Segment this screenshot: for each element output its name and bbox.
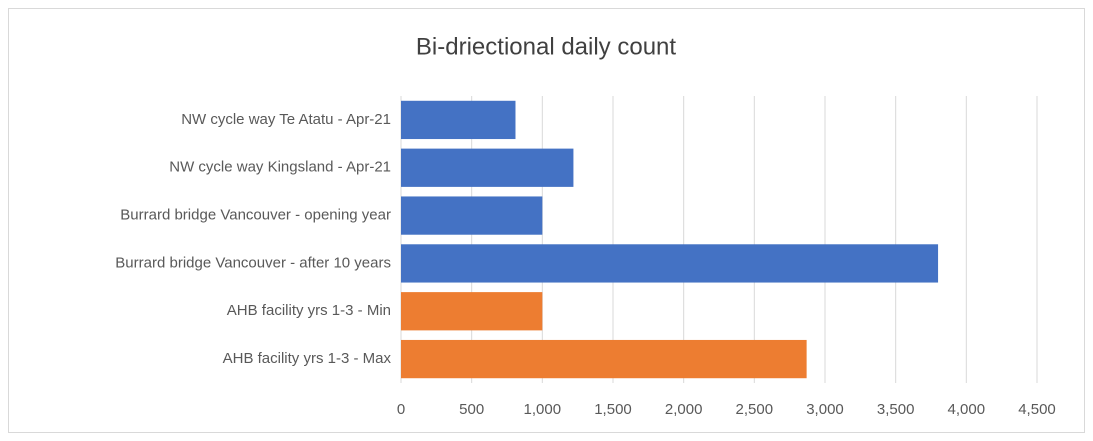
x-tick-label: 4,500 — [1018, 401, 1056, 418]
x-tick-label: 0 — [397, 401, 405, 418]
x-tick-label: 1,500 — [594, 401, 632, 418]
chart-title: Bi-driectional daily count — [416, 33, 676, 60]
x-tick-label: 1,000 — [524, 401, 562, 418]
x-tick-label: 2,000 — [665, 401, 703, 418]
y-tick-label: Burrard bridge Vancouver - opening year — [120, 207, 391, 224]
y-tick-label: Burrard bridge Vancouver - after 10 year… — [115, 254, 391, 271]
x-tick-label: 2,500 — [736, 401, 774, 418]
bar — [401, 100, 516, 140]
y-tick-label: AHB facility yrs 1-3 - Max — [223, 350, 392, 367]
y-tick-label: AHB facility yrs 1-3 - Min — [227, 302, 391, 319]
bar — [401, 339, 807, 379]
bar — [401, 292, 543, 331]
x-tick-label: 3,000 — [806, 401, 844, 418]
bar — [401, 244, 939, 283]
y-tick-label: NW cycle way Te Atatu - Apr-21 — [181, 111, 391, 128]
x-tick-label: 3,500 — [877, 401, 915, 418]
bar — [401, 148, 574, 187]
x-tick-label: 500 — [459, 401, 484, 418]
bar — [401, 196, 543, 235]
x-tick-label: 4,000 — [948, 401, 986, 418]
y-tick-label: NW cycle way Kingsland - Apr-21 — [169, 159, 391, 176]
